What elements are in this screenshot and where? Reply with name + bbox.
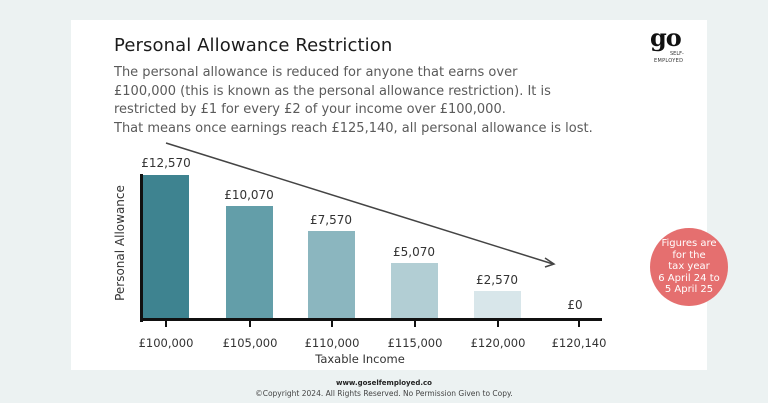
description-line: That means once earnings reach £125,140,… — [114, 120, 593, 136]
bar — [308, 231, 355, 318]
badge-line: for the — [672, 249, 706, 261]
x-tick — [331, 321, 333, 327]
description-line: The personal allowance is reduced for an… — [114, 65, 518, 80]
logo-main: go — [650, 23, 682, 52]
footer-copyright: ©Copyright 2024. All Rights Reserved. No… — [255, 389, 513, 398]
bar — [226, 206, 273, 318]
tax-year-badge: Figures are for the tax year 6 April 24 … — [650, 228, 728, 306]
badge-line: 5 April 25 — [664, 284, 714, 296]
badge-line: 6 April 24 to — [658, 272, 720, 284]
x-tick — [497, 321, 499, 327]
bar-value-label: £12,570 — [141, 156, 191, 170]
badge-line: tax year — [668, 261, 710, 273]
x-tick — [414, 321, 416, 327]
bar — [391, 263, 438, 318]
y-axis — [140, 174, 143, 322]
bar-value-label: £2,570 — [476, 273, 518, 287]
page-title: Personal Allowance Restriction — [114, 35, 393, 56]
bar — [474, 291, 521, 318]
x-tick-label: £120,140 — [551, 336, 607, 350]
description-line: restricted by £1 for every £2 of your in… — [114, 102, 506, 117]
bar-value-label: £5,070 — [393, 245, 435, 259]
x-tick-label: £100,000 — [138, 336, 194, 350]
logo: go SELF- EMPLOYED — [650, 23, 690, 65]
badge-line: Figures are — [661, 238, 717, 250]
bar — [142, 175, 189, 318]
x-tick — [578, 321, 580, 327]
x-tick — [165, 321, 167, 327]
logo-sub: EMPLOYED — [654, 58, 684, 64]
x-axis-label: Taxable Income — [315, 352, 405, 366]
x-axis — [140, 318, 602, 321]
x-tick-label: £120,000 — [470, 336, 526, 350]
x-tick — [249, 321, 251, 327]
x-tick-label: £115,000 — [387, 336, 443, 350]
logo-sub: SELF- — [670, 51, 684, 57]
x-tick-label: £110,000 — [304, 336, 360, 350]
description: The personal allowance is reduced for an… — [114, 64, 634, 138]
bar-value-label: £0 — [567, 298, 583, 312]
bar-value-label: £7,570 — [310, 213, 352, 227]
footer-url: www.goselfemployed.co — [336, 379, 432, 387]
description-line: £100,000 (this is known as the personal … — [114, 83, 551, 99]
x-tick-label: £105,000 — [222, 336, 278, 350]
bar-value-label: £10,070 — [224, 188, 274, 202]
